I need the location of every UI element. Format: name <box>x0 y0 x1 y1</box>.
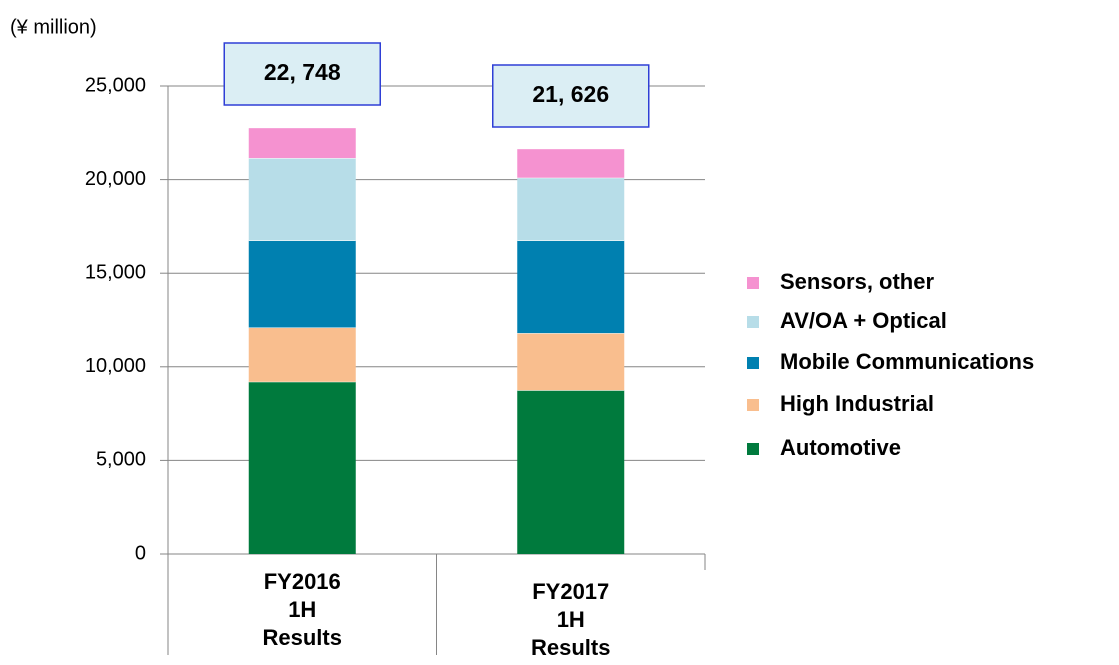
bar-segment <box>248 158 356 241</box>
total-box <box>223 42 381 106</box>
legend-label: AV/OA + Optical <box>780 308 947 333</box>
bar-segment <box>248 240 356 328</box>
bar-segment <box>248 327 356 382</box>
y-tick-label: 5,000 <box>96 449 146 471</box>
bar-segment <box>248 381 356 554</box>
y-tick-label: 0 <box>135 542 146 564</box>
bar-segment <box>517 149 625 178</box>
y-tick-label: 25,000 <box>85 74 146 96</box>
y-tick-label: 20,000 <box>85 168 146 190</box>
legend-label: Automotive <box>780 435 901 460</box>
bar-segment <box>517 390 625 554</box>
legend-swatch <box>747 443 759 455</box>
y-tick-label: 15,000 <box>85 261 146 283</box>
bar-segment <box>517 177 625 241</box>
legend-label: High Industrial <box>780 391 934 416</box>
total-label: 21, 626 <box>532 81 609 107</box>
total-label: 22, 748 <box>264 59 341 85</box>
bar-segment <box>517 240 625 334</box>
bar-segment <box>248 128 356 159</box>
legend-swatch <box>747 277 759 289</box>
x-tick-label: FY2016 1H Results <box>262 569 342 650</box>
legend-label: Mobile Communications <box>780 349 1034 374</box>
total-box <box>492 64 650 128</box>
y-axis-label: (¥ million) <box>10 16 97 38</box>
legend-swatch <box>747 316 759 328</box>
bar-segment <box>517 333 625 391</box>
legend-label: Sensors, other <box>780 269 934 294</box>
legend-swatch <box>747 357 759 369</box>
legend-swatch <box>747 399 759 411</box>
y-tick-label: 10,000 <box>85 355 146 377</box>
x-tick-label: FY2017 1H Results <box>531 579 611 660</box>
